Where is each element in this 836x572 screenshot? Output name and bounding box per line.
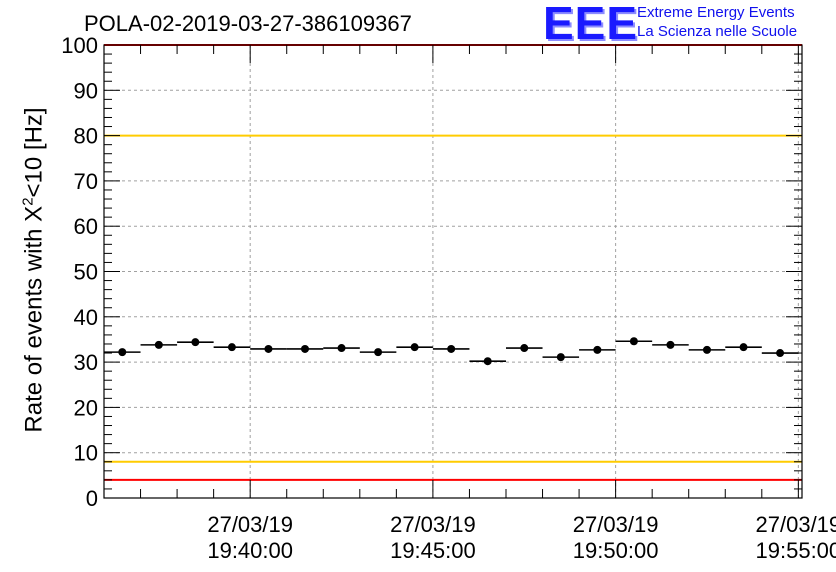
- x-tick-label-time: 19:55:00: [756, 538, 836, 563]
- data-point: [520, 344, 529, 353]
- y-axis-label-superscript: 2: [19, 197, 37, 206]
- data-point: [483, 357, 492, 366]
- data-point: [264, 344, 273, 353]
- grid-lines: [104, 44, 802, 499]
- data-point: [227, 343, 236, 352]
- data-point: [337, 344, 346, 353]
- x-tick-label-date: 27/03/19: [756, 512, 836, 537]
- data-point: [556, 353, 565, 362]
- y-tick-label: 100: [61, 33, 98, 58]
- reference-lines: [104, 44, 802, 481]
- x-tick-label-date: 27/03/19: [390, 512, 476, 537]
- data-point: [118, 348, 127, 357]
- chart-title: POLA-02-2019-03-27-386109367: [84, 11, 412, 36]
- data-point: [191, 338, 200, 347]
- data-point: [410, 343, 419, 352]
- data-point: [776, 349, 785, 358]
- data-point: [739, 343, 748, 352]
- x-tick-label-time: 19:40:00: [207, 538, 293, 563]
- data-point: [593, 345, 602, 354]
- y-tick-label: 40: [74, 305, 98, 330]
- logo-line-1: Extreme Energy Events: [637, 4, 795, 21]
- x-axis-ticks: 27/03/1919:40:0027/03/1919:45:0027/03/19…: [103, 45, 836, 563]
- y-tick-label: 50: [74, 260, 98, 285]
- y-tick-label: 80: [74, 124, 98, 149]
- y-tick-label: 70: [74, 169, 98, 194]
- x-tick-label-date: 27/03/19: [207, 512, 293, 537]
- y-tick-label: 60: [74, 214, 98, 239]
- y-tick-label: 90: [74, 78, 98, 103]
- data-point: [666, 340, 675, 349]
- data-points: [104, 337, 799, 366]
- y-tick-label: 0: [86, 486, 98, 511]
- data-point: [629, 337, 638, 346]
- y-axis-label-prefix: Rate of events with X: [20, 205, 48, 433]
- data-point: [702, 345, 711, 354]
- y-tick-label: 30: [74, 350, 98, 375]
- y-axis-ticks: 0 10 20 30 40 50 60 70 80 90 100: [61, 33, 802, 511]
- y-axis-label: Rate of events with X2<10 [Hz]: [20, 107, 49, 432]
- data-point: [447, 344, 456, 353]
- data-point: [374, 348, 383, 357]
- x-tick-label-date: 27/03/19: [573, 512, 659, 537]
- data-point: [154, 340, 163, 349]
- logo-caption: Extreme Energy Events La Scienza nelle S…: [637, 3, 797, 41]
- x-tick-label-time: 19:50:00: [573, 538, 659, 563]
- y-axis-label-suffix: <10 [Hz]: [20, 107, 48, 198]
- y-tick-label: 10: [74, 441, 98, 466]
- logo-line-2: La Scienza nelle Scuole: [637, 23, 798, 40]
- x-tick-label-time: 19:45:00: [390, 538, 476, 563]
- eee-logo: EEE: [543, 0, 639, 49]
- y-tick-label: 20: [74, 395, 98, 420]
- data-point: [300, 344, 309, 353]
